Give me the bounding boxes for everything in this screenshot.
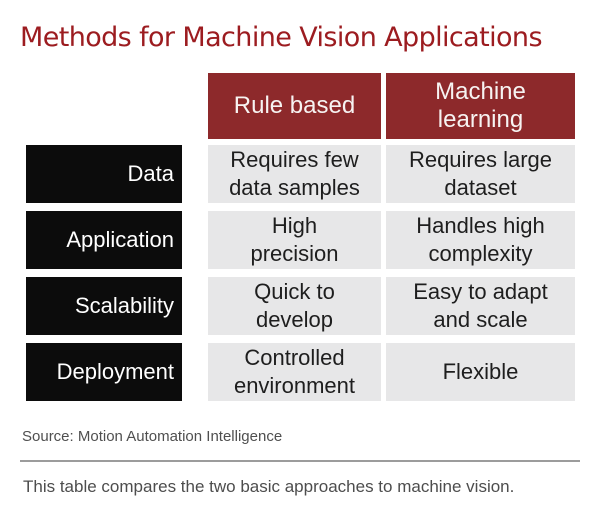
header-machine-learning: Machine learning	[386, 73, 575, 139]
source-note: Source: Motion Automation Intelligence	[22, 428, 283, 445]
cell-scalability-machine-learning: Easy to adapt and scale	[386, 277, 575, 335]
cell-scalability-rule-based: Quick to develop	[208, 277, 381, 335]
row-label-scalability: Scalability	[26, 277, 182, 335]
table-header-row: Rule based Machine learning	[26, 73, 575, 139]
table-row-deployment: Deployment Controlled environment Flexib…	[26, 343, 575, 401]
row-label-deployment: Deployment	[26, 343, 182, 401]
cell-application-machine-learning: Handles high complexity	[386, 211, 575, 269]
cell-deployment-rule-based: Controlled environment	[208, 343, 381, 401]
table-row-application: Application High precision Handles high …	[26, 211, 575, 269]
divider-line	[20, 460, 580, 462]
row-label-data: Data	[26, 145, 182, 203]
comparison-table: Rule based Machine learning Data Require…	[26, 73, 575, 409]
figure-caption: This table compares the two basic approa…	[23, 477, 515, 496]
cell-application-rule-based: High precision	[208, 211, 381, 269]
cell-deployment-machine-learning: Flexible	[386, 343, 575, 401]
table-row-scalability: Scalability Quick to develop Easy to ada…	[26, 277, 575, 335]
row-label-application: Application	[26, 211, 182, 269]
table-row-data: Data Requires few data samples Requires …	[26, 145, 575, 203]
figure-title: Methods for Machine Vision Applications	[20, 22, 543, 53]
header-spacer	[26, 73, 182, 139]
header-rule-based: Rule based	[208, 73, 381, 139]
cell-data-machine-learning: Requires large dataset	[386, 145, 575, 203]
cell-data-rule-based: Requires few data samples	[208, 145, 381, 203]
